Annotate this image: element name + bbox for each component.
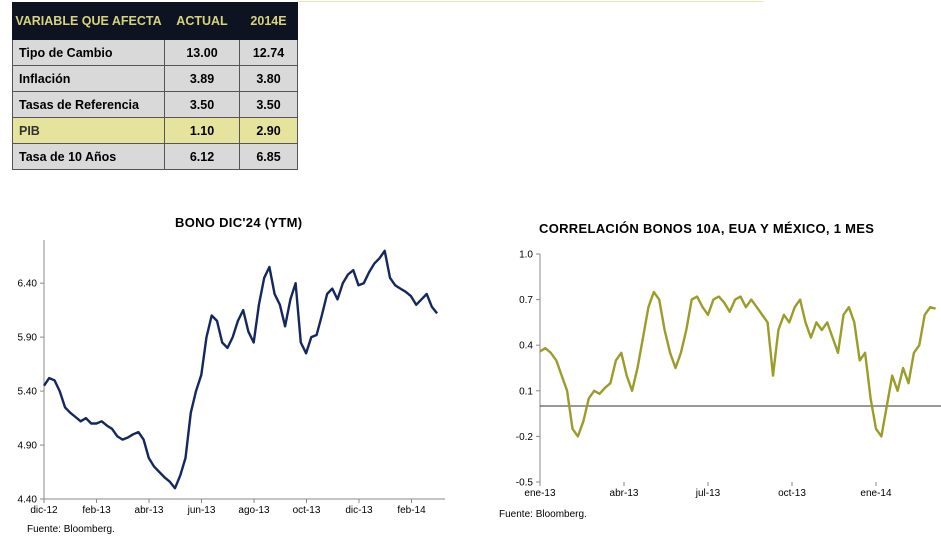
col-header-actual: ACTUAL <box>164 2 240 40</box>
x-tick-label: feb-13 <box>82 505 111 516</box>
row-label: Tasas de Referencia <box>12 91 165 118</box>
y-tick-label: -0.2 <box>516 432 534 443</box>
y-tick-label: 5.40 <box>18 387 38 398</box>
x-tick-label: abr-13 <box>135 505 164 516</box>
y-tick-label: 6.40 <box>18 279 38 290</box>
x-tick-label: dic-13 <box>345 505 373 516</box>
row-actual: 13.00 <box>164 39 240 66</box>
row-estimate: 6.85 <box>239 143 298 170</box>
series-line <box>43 249 439 490</box>
y-tick-label: 0.4 <box>519 341 533 352</box>
x-tick-label: jun-13 <box>187 505 216 516</box>
x-tick-label: feb-14 <box>397 505 426 516</box>
table-row-highlighted: PIB 1.10 2.90 <box>12 117 298 144</box>
bono-chart-source: Fuente: Bloomberg. <box>27 524 115 535</box>
y-tick-label: -0.5 <box>516 478 534 489</box>
table-row: Inflación 3.89 3.80 <box>12 65 298 92</box>
row-estimate: 2.90 <box>239 117 298 144</box>
corr-chart-title: CORRELACIÓN BONOS 10A, EUA Y MÉXICO, 1 M… <box>539 221 875 236</box>
y-tick-label: 4.40 <box>18 495 38 506</box>
row-label: Tasa de 10 Años <box>12 143 165 170</box>
x-tick-label: oct-13 <box>293 505 321 516</box>
y-tick-label: 4.90 <box>18 441 38 452</box>
variables-table: VARIABLE QUE AFECTA ACTUAL 2014E Tipo de… <box>12 2 298 170</box>
x-tick-label: ene-13 <box>524 488 556 499</box>
top-rule <box>298 1 763 2</box>
y-tick-label: 0.1 <box>519 386 533 397</box>
table-row: Tipo de Cambio 13.00 12.74 <box>12 39 298 66</box>
row-actual: 3.50 <box>164 91 240 118</box>
y-tick-label: 1.0 <box>519 250 533 261</box>
row-label: Tipo de Cambio <box>12 39 165 66</box>
y-tick-label: 5.90 <box>18 333 38 344</box>
row-actual: 3.89 <box>164 65 240 92</box>
x-tick-label: ene-14 <box>860 488 892 499</box>
x-tick-label: abr-13 <box>610 488 639 499</box>
table-row: Tasa de 10 Años 6.12 6.85 <box>12 143 298 170</box>
row-label: Inflación <box>12 65 165 92</box>
x-tick-label: dic-12 <box>30 505 58 516</box>
x-tick-label: jul-13 <box>695 488 721 499</box>
row-actual: 1.10 <box>164 117 240 144</box>
series-line <box>539 290 936 438</box>
bono-chart-title: BONO DIC'24 (YTM) <box>175 215 303 230</box>
x-tick-label: oct-13 <box>778 488 806 499</box>
corr-chart-source: Fuente: Bloomberg. <box>499 509 587 520</box>
row-estimate: 3.80 <box>239 65 298 92</box>
col-header-variable: VARIABLE QUE AFECTA <box>12 2 165 40</box>
col-header-2014e: 2014E <box>239 2 298 40</box>
x-tick-label: ago-13 <box>238 505 270 516</box>
row-estimate: 12.74 <box>239 39 298 66</box>
y-tick-label: 0.7 <box>519 295 533 306</box>
table-header-row: VARIABLE QUE AFECTA ACTUAL 2014E <box>12 2 298 40</box>
